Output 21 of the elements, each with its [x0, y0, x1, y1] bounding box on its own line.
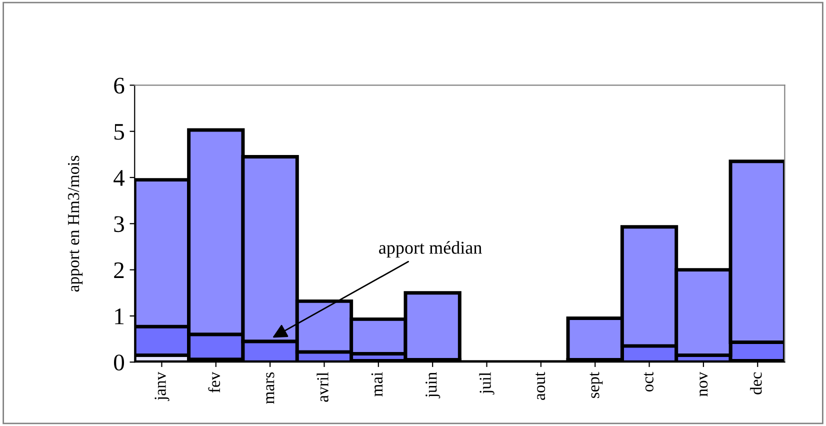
x-tick-label: nov: [700, 372, 708, 396]
y-tick-label: 6: [114, 78, 124, 94]
x-tick-label: mars: [266, 372, 274, 404]
x-tick-label: dec: [750, 372, 762, 394]
x-tick-label: avril: [316, 372, 328, 402]
y-tick-label: 4: [114, 170, 125, 186]
annotation: apport médian: [379, 241, 482, 258]
y-tick-label: 2: [114, 262, 124, 278]
x-tick-label: mai: [371, 372, 383, 396]
y-axis-title: apport en Hm3/mois: [68, 156, 83, 292]
x-tick-label: fev: [208, 372, 220, 393]
x-tick-label: janv: [154, 372, 170, 401]
x-tick-label: aout: [536, 372, 546, 400]
x-tick-label: juin: [426, 372, 440, 398]
y-tick-label: 3: [114, 216, 124, 232]
y-tick-label: 1: [115, 308, 124, 324]
y-tick-label: 5: [114, 124, 124, 140]
x-tick-label: sept: [590, 372, 603, 398]
x-tick-label: oct: [644, 372, 654, 392]
y-tick-label: 0: [114, 354, 124, 371]
x-tick-label: juil: [479, 372, 494, 395]
